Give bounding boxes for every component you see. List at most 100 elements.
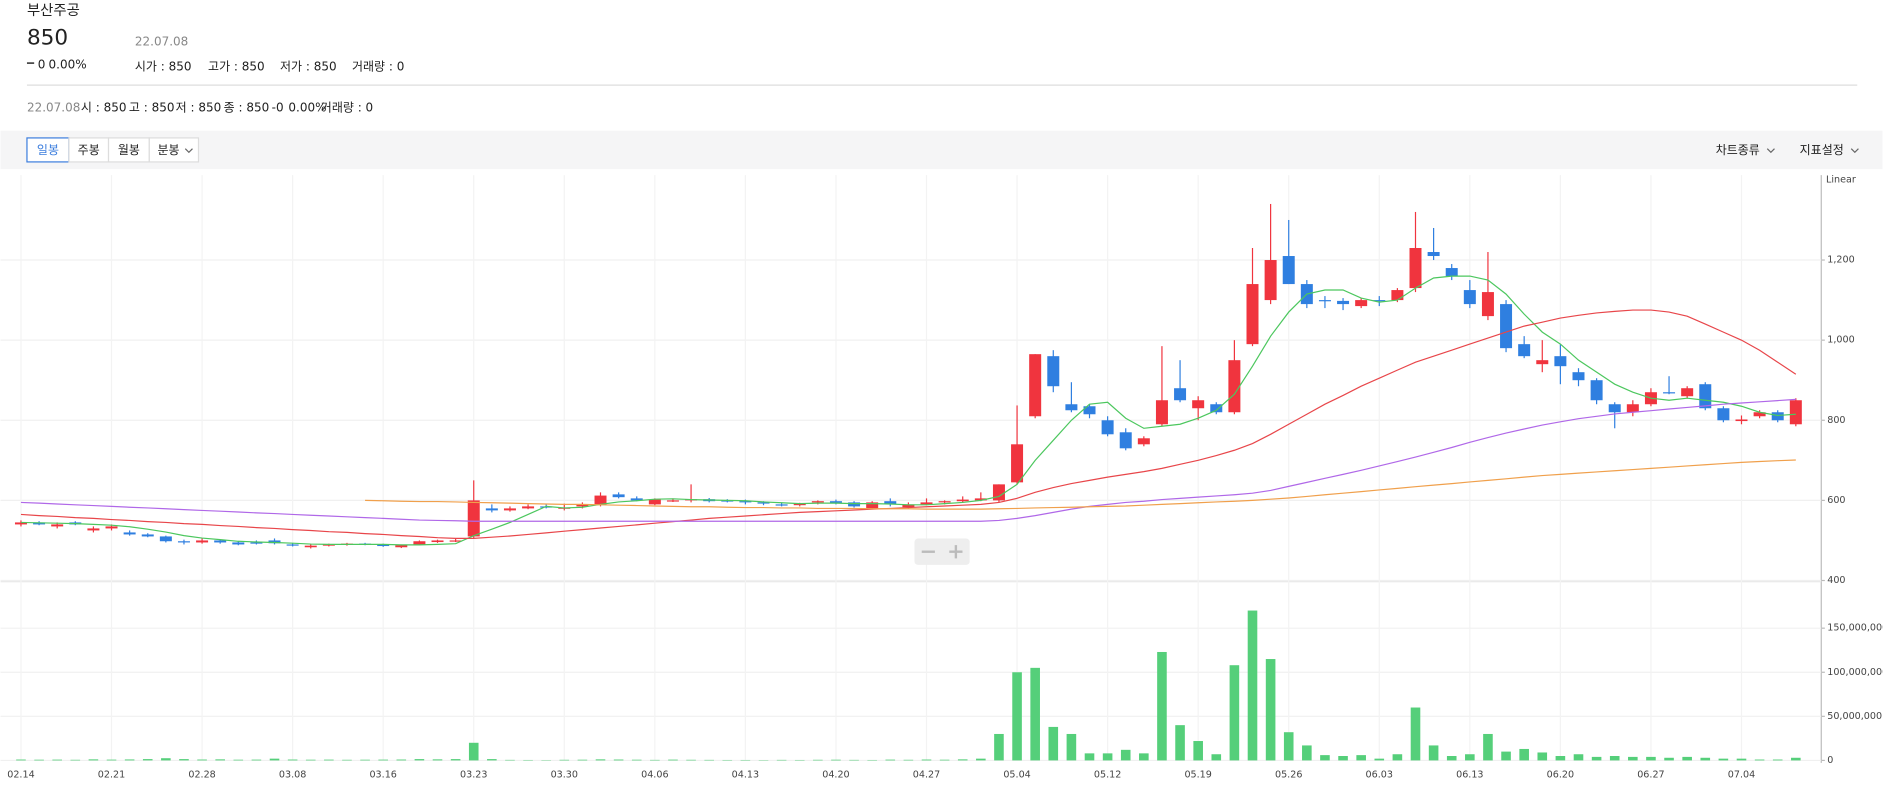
volume-bar bbox=[1175, 725, 1185, 761]
candle-body bbox=[630, 498, 643, 501]
volume-bar bbox=[1555, 756, 1566, 761]
candle-body bbox=[1626, 404, 1639, 413]
candle-body bbox=[1373, 300, 1386, 302]
volume-bar bbox=[1283, 732, 1294, 761]
volume-bar bbox=[1356, 755, 1366, 761]
candle-body bbox=[793, 503, 806, 506]
candle-body bbox=[1500, 304, 1513, 349]
candle-body bbox=[1463, 290, 1476, 305]
volume-bar bbox=[1229, 665, 1240, 761]
volume-bar bbox=[1736, 758, 1747, 761]
volume-bar bbox=[1646, 756, 1656, 761]
volume-bar bbox=[1465, 754, 1475, 761]
zoom-in[interactable] bbox=[949, 545, 963, 559]
volume-bar bbox=[921, 759, 932, 761]
volume-bar bbox=[215, 759, 225, 761]
tab-label[interactable]: 일봉 bbox=[37, 143, 59, 157]
tab[interactable] bbox=[148, 137, 200, 163]
quote-item: 거래량 : 0 bbox=[352, 60, 404, 74]
menu[interactable]: 지표설정 bbox=[1800, 143, 1844, 157]
candle-body bbox=[522, 506, 535, 509]
candle-body bbox=[757, 502, 770, 504]
volume-bar bbox=[813, 759, 823, 761]
volume-bar bbox=[287, 759, 298, 761]
volume-bar bbox=[957, 759, 968, 761]
candle-body bbox=[1427, 252, 1440, 257]
volume-bar bbox=[1265, 659, 1276, 761]
candle-body bbox=[775, 504, 788, 506]
tab-label[interactable]: 주봉 bbox=[78, 143, 100, 157]
candle-body bbox=[739, 501, 752, 503]
candle-body bbox=[612, 494, 625, 498]
volume-bar bbox=[106, 759, 117, 761]
volume-bar bbox=[1320, 755, 1330, 761]
candle-body bbox=[1699, 384, 1712, 409]
volume-bar bbox=[577, 759, 588, 761]
candle-body bbox=[1481, 292, 1494, 317]
volume-bar bbox=[903, 759, 914, 761]
candle-body bbox=[431, 540, 444, 543]
moving-average-line bbox=[20, 275, 1796, 546]
volume-bar bbox=[34, 759, 44, 761]
volume-bar bbox=[1211, 754, 1222, 761]
candle-body bbox=[1735, 419, 1748, 422]
dropdown-arrow bbox=[1850, 148, 1859, 154]
candle-body bbox=[1536, 360, 1549, 365]
volume-bar bbox=[179, 759, 189, 761]
volume-bar bbox=[704, 759, 714, 761]
candle-body bbox=[159, 536, 172, 542]
volume-bar bbox=[432, 759, 443, 761]
summary-item: 0.00% bbox=[288, 100, 326, 114]
volume-bar bbox=[1048, 726, 1059, 761]
volume-bar bbox=[487, 759, 497, 761]
volume-bar bbox=[161, 758, 171, 761]
candle-body bbox=[395, 545, 408, 548]
volume-bar bbox=[396, 759, 407, 761]
candle-body bbox=[1318, 300, 1331, 302]
volume-bar bbox=[1573, 754, 1584, 761]
x-tick-label: 04.13 bbox=[732, 769, 759, 780]
candle-body bbox=[304, 545, 317, 548]
menu[interactable]: 차트종류 bbox=[1716, 143, 1760, 157]
volume-bar bbox=[559, 759, 570, 761]
candle-body bbox=[196, 540, 209, 543]
volume-bar bbox=[1012, 672, 1022, 761]
volume-bar bbox=[1609, 756, 1620, 761]
candle-body bbox=[51, 524, 64, 527]
y-tick-label: 1,000 bbox=[1827, 335, 1854, 346]
x-tick-label: 05.12 bbox=[1094, 769, 1121, 780]
volume-bar bbox=[849, 759, 859, 761]
candle-body bbox=[286, 544, 299, 546]
volume-bar bbox=[1791, 757, 1801, 761]
candle-body bbox=[1083, 406, 1096, 415]
volume-bar bbox=[197, 759, 207, 761]
change: 0 bbox=[38, 57, 46, 71]
candle-body bbox=[485, 508, 498, 511]
candle-body bbox=[250, 542, 263, 544]
x-tick-label: 05.19 bbox=[1184, 769, 1211, 780]
quote-item: 시가 : 850 bbox=[135, 60, 192, 74]
volume-bar bbox=[88, 759, 99, 761]
candle-body bbox=[1590, 380, 1603, 401]
candle-body bbox=[884, 501, 897, 505]
tab-label[interactable]: 월봉 bbox=[118, 143, 140, 157]
volume-bar bbox=[1682, 756, 1692, 761]
summary-item: -0 bbox=[272, 100, 284, 114]
candle-body bbox=[1572, 372, 1585, 381]
candle-body bbox=[648, 499, 661, 505]
volume-bar bbox=[1139, 753, 1149, 761]
tab-label[interactable]: 분봉 bbox=[157, 143, 179, 157]
candle-body bbox=[214, 540, 227, 543]
x-tick-label: 02.14 bbox=[7, 769, 34, 780]
volume-bar bbox=[70, 759, 81, 761]
volume-bar bbox=[1392, 754, 1403, 761]
candle-body bbox=[87, 528, 100, 531]
volume-bar bbox=[976, 758, 986, 761]
candle-body bbox=[974, 498, 987, 501]
candle-body bbox=[1137, 438, 1150, 445]
volume-bar bbox=[342, 759, 352, 761]
volume-bar bbox=[468, 742, 479, 761]
volume-bar bbox=[1718, 758, 1729, 761]
volume-bar bbox=[1302, 745, 1312, 761]
volume-bar bbox=[1537, 752, 1548, 761]
